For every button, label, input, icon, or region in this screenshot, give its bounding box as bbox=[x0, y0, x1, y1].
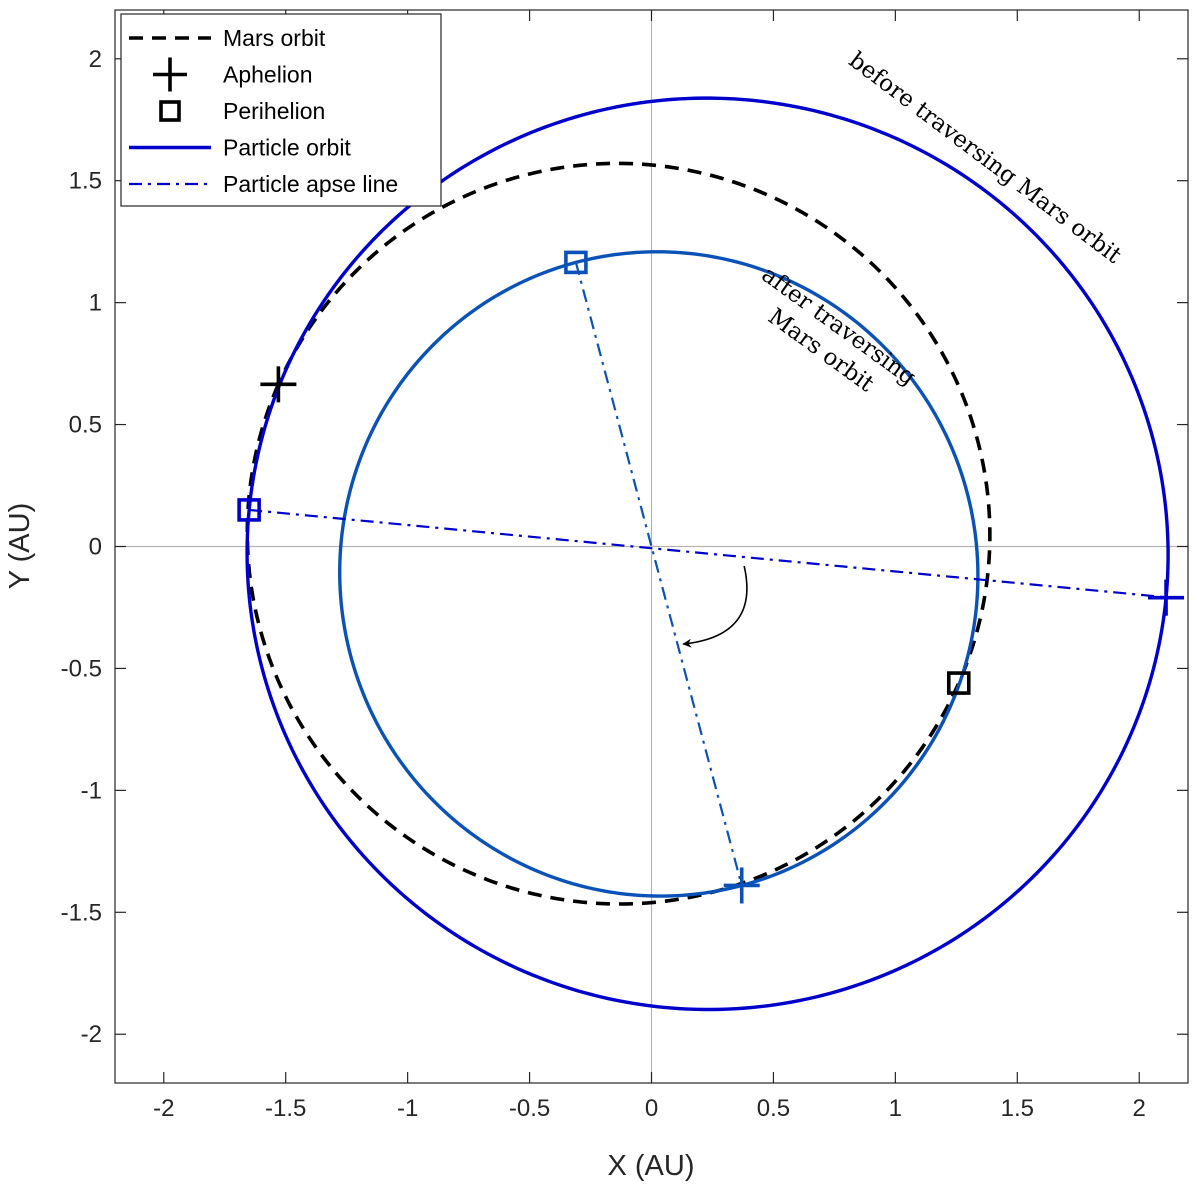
legend-swatch-square bbox=[159, 100, 181, 122]
markers bbox=[237, 250, 1185, 904]
y-tick-label: -0.5 bbox=[61, 655, 102, 682]
legend-item: Particle orbit bbox=[129, 135, 351, 161]
legend-item: Mars orbit bbox=[129, 25, 326, 51]
x-tick-label: 1.5 bbox=[1001, 1095, 1034, 1122]
apse-after bbox=[574, 262, 743, 886]
legend-label: Particle orbit bbox=[223, 135, 351, 161]
y-tick-label: 1.5 bbox=[69, 168, 102, 195]
legend-item: Aphelion bbox=[153, 57, 313, 92]
y-tick-label: 0.5 bbox=[69, 412, 102, 439]
mars-orbit bbox=[245, 161, 992, 906]
particle-after-perihelion-marker bbox=[564, 250, 588, 275]
y-tick-label: -1.5 bbox=[61, 899, 102, 926]
legend-label: Perihelion bbox=[223, 98, 325, 124]
legend-box bbox=[120, 13, 442, 207]
x-tick-label: 1 bbox=[889, 1095, 902, 1122]
particle-before-aphelion-marker bbox=[1148, 579, 1185, 616]
y-tick-label: -1 bbox=[81, 777, 102, 804]
x-tick-label: -2 bbox=[153, 1095, 174, 1122]
particle-after-aphelion-marker bbox=[723, 867, 760, 904]
y-tick-label: -2 bbox=[81, 1021, 102, 1048]
y-tick-label: 1 bbox=[89, 290, 102, 317]
apse-lines bbox=[249, 262, 1172, 886]
y-axis-label: Y (AU) bbox=[4, 503, 36, 589]
mars-aphelion-marker bbox=[260, 366, 297, 403]
x-tick-label: 0.5 bbox=[757, 1095, 790, 1122]
legend: Mars orbit Aphelion Perihelion Particle orb… bbox=[120, 13, 442, 207]
x-axis-ticks: -2 -1.5 -1 -0.5 0 0.5 1 1.5 2 bbox=[153, 10, 1146, 1122]
y-tick-label: 0 bbox=[89, 534, 102, 561]
x-tick-label: -0.5 bbox=[509, 1095, 550, 1122]
x-axis-label: X (AU) bbox=[608, 1150, 695, 1182]
particle-before-perihelion-marker bbox=[237, 498, 261, 522]
legend-item: Perihelion bbox=[159, 98, 325, 124]
x-tick-label: 0 bbox=[645, 1095, 658, 1122]
y-axis-ticks: -2 -1.5 -1 -0.5 0 0.5 1 1.5 2 bbox=[61, 46, 1188, 1048]
mars-perihelion-marker bbox=[946, 671, 971, 695]
legend-item: Particle apse line bbox=[129, 171, 398, 197]
legend-label: Particle apse line bbox=[223, 171, 398, 197]
x-tick-label: 2 bbox=[1133, 1095, 1146, 1122]
x-tick-label: -1.5 bbox=[265, 1095, 306, 1122]
x-tick-label: -1 bbox=[397, 1095, 418, 1122]
y-tick-label: 2 bbox=[89, 46, 102, 73]
legend-label: Mars orbit bbox=[223, 25, 326, 51]
legend-label: Aphelion bbox=[223, 62, 313, 88]
rotation-arrow bbox=[682, 565, 748, 648]
